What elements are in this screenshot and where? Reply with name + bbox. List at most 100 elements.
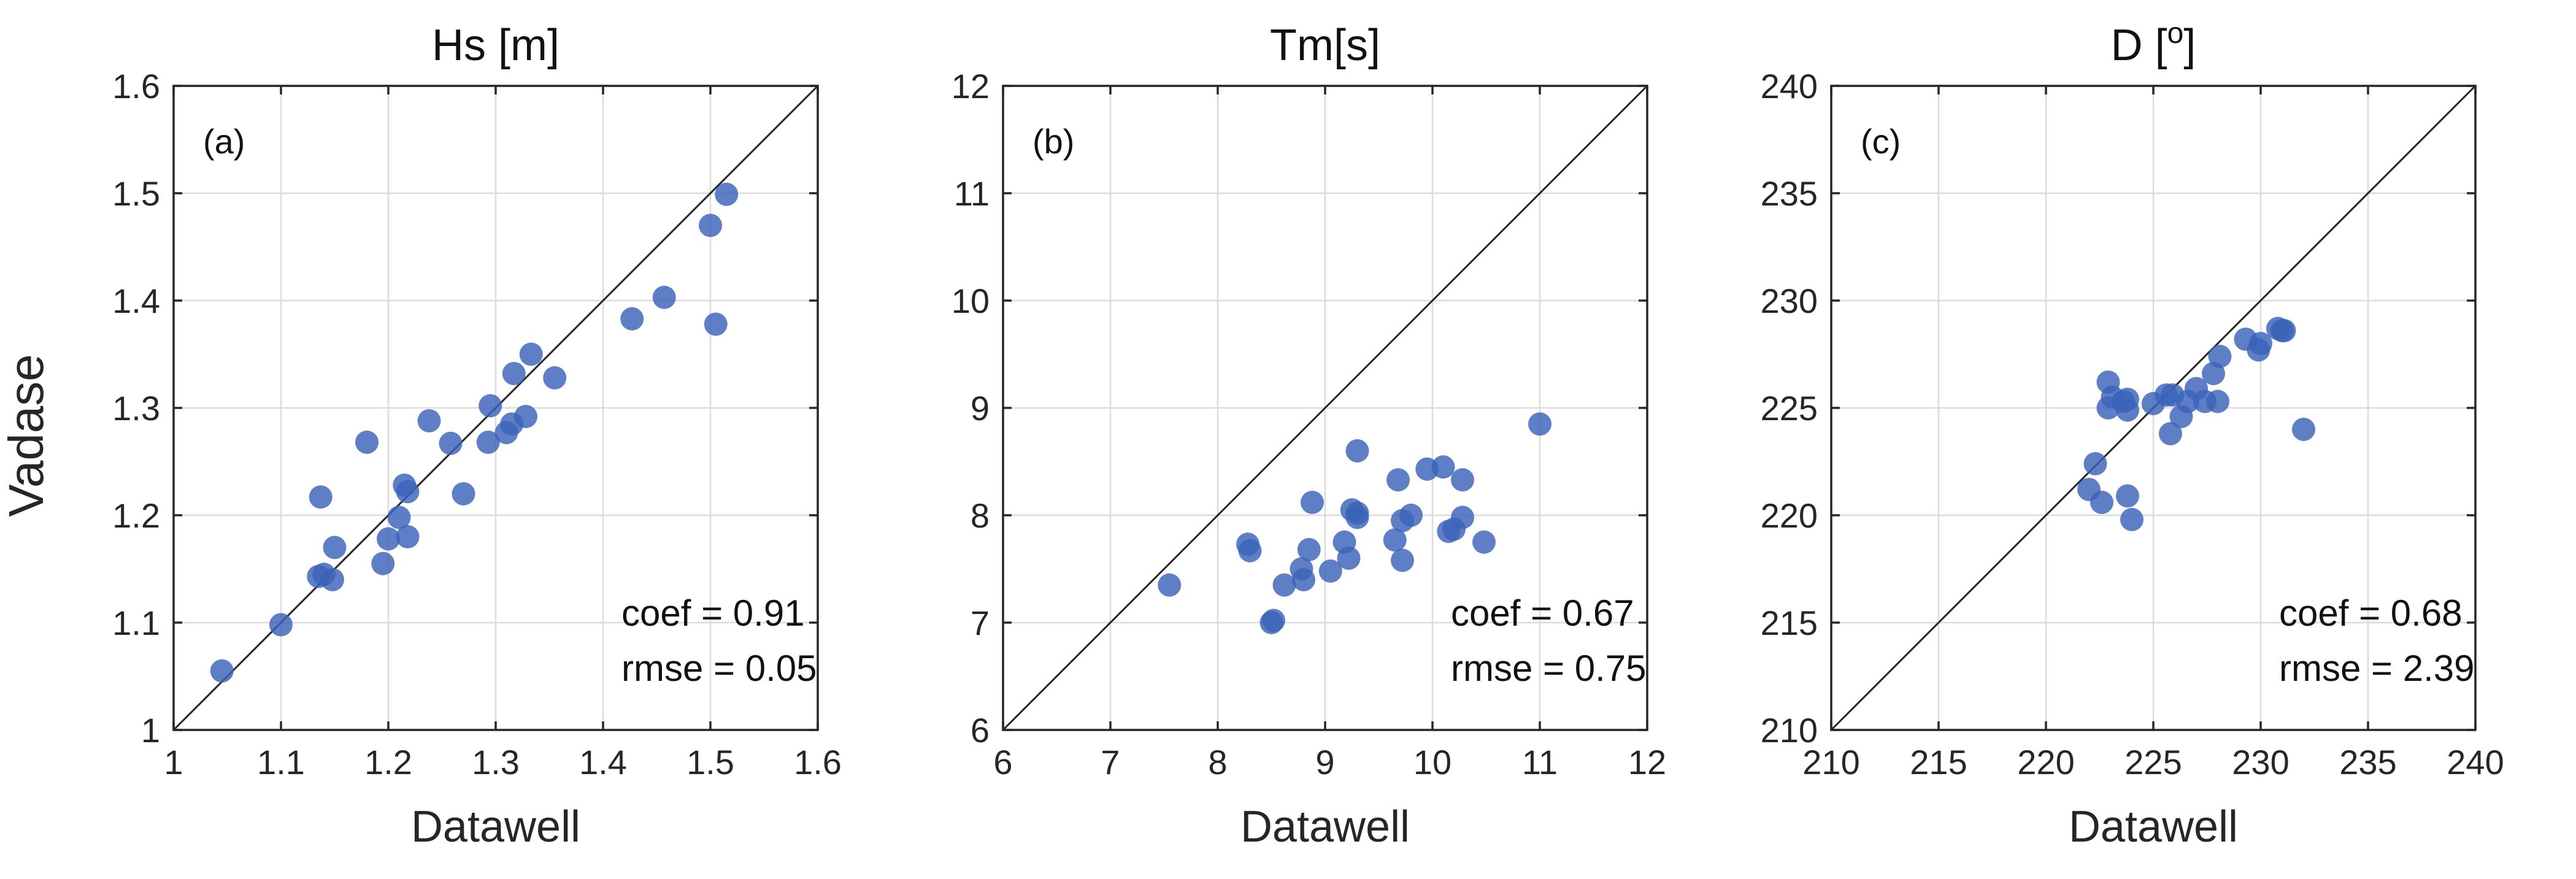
y-tick-label: 240	[1761, 67, 1818, 106]
data-point	[1345, 439, 1369, 463]
x-tick-label: 235	[2339, 743, 2396, 781]
y-tick-label: 8	[971, 496, 990, 535]
data-point	[1386, 468, 1410, 492]
panel-label: (c)	[1861, 122, 1901, 161]
data-point	[543, 366, 567, 390]
x-tick-label: 240	[2447, 743, 2504, 781]
data-point	[2116, 388, 2139, 411]
y-tick-label: 1.5	[112, 174, 160, 213]
panel-tm: 66 7 7 8 8 9 9 10 10 11 11 12 12 Tm[s] (b) coef = 0.67 r…	[952, 21, 1666, 851]
y-tick-label: 215	[1761, 604, 1818, 642]
x-tick-label: 7	[1101, 743, 1120, 781]
data-point	[1472, 530, 1496, 554]
panel-title-superscript: o	[2167, 17, 2184, 50]
data-point	[704, 312, 728, 336]
y-tick-label: 10	[952, 282, 990, 320]
x-tick-label: 210	[1802, 743, 1859, 781]
y-tick-label: 210	[1761, 711, 1818, 750]
data-point	[502, 362, 526, 385]
y-tick-label: 1.3	[112, 389, 160, 428]
x-tick-label: 225	[2124, 743, 2182, 781]
data-point	[2116, 484, 2139, 508]
y-tick-label: 235	[1761, 174, 1818, 213]
x-tick-label: 1.4	[579, 743, 627, 781]
data-point	[1292, 568, 1315, 591]
x-tick-label: 1.2	[364, 743, 412, 781]
x-tick-label: 12	[1628, 743, 1666, 781]
x-tick-label: 1.6	[794, 743, 842, 781]
data-point	[1391, 548, 1414, 572]
data-point	[479, 394, 502, 418]
y-tick-label: 230	[1761, 282, 1818, 320]
y-tick-label: 7	[971, 604, 990, 642]
x-tick-label: 215	[1910, 743, 1967, 781]
x-tick-label: 10	[1413, 743, 1451, 781]
data-point	[476, 431, 500, 454]
data-point	[1297, 538, 1321, 561]
data-point	[1238, 539, 1262, 562]
rmse-annotation: rmse = 0.75	[1451, 648, 1647, 689]
x-tick-label: 1	[164, 743, 183, 781]
x-axis-label: Datawell	[2069, 802, 2238, 851]
data-point	[309, 485, 333, 509]
x-tick-label: 1.5	[686, 743, 734, 781]
data-point	[452, 482, 475, 505]
panel-title-main: D [	[2111, 21, 2167, 70]
data-point	[1158, 573, 1182, 597]
panel-label: (a)	[203, 122, 245, 161]
data-point	[1399, 504, 1423, 527]
data-point	[2249, 332, 2272, 355]
data-point	[514, 405, 537, 428]
data-point	[387, 505, 411, 529]
coef-annotation: coef = 0.67	[1451, 593, 1634, 634]
x-tick-label: 230	[2232, 743, 2289, 781]
data-point	[396, 480, 420, 504]
y-tick-label: 1.2	[112, 496, 160, 535]
coef-annotation: coef = 0.68	[2279, 593, 2463, 634]
x-axis-label: Datawell	[1240, 802, 1410, 851]
x-tick-label: 6	[993, 743, 1012, 781]
data-point	[2272, 319, 2296, 342]
data-point	[1383, 528, 1407, 552]
y-tick-label: 220	[1761, 496, 1818, 535]
y-axis-label: Vadase	[0, 354, 53, 516]
data-point	[1262, 608, 1285, 632]
y-tick-label: 11	[954, 174, 990, 213]
y-tick-label: 225	[1761, 389, 1818, 428]
data-point	[269, 613, 293, 637]
data-point	[377, 527, 400, 551]
identity-line	[1002, 85, 1648, 731]
data-point	[1318, 559, 1342, 583]
data-point	[1345, 501, 1369, 525]
x-tick-label: 1.1	[257, 743, 305, 781]
panel-title-close: ]	[2183, 21, 2196, 70]
y-tick-label: 12	[952, 67, 990, 106]
y-tick-label: 6	[971, 711, 990, 750]
data-point	[210, 659, 234, 683]
data-point	[519, 342, 543, 366]
data-point	[1451, 505, 1474, 529]
y-tick-label: 1.1	[112, 604, 160, 642]
x-tick-label: 11	[1522, 743, 1558, 781]
data-point	[699, 213, 722, 237]
y-tick-label: 1.4	[112, 282, 160, 320]
panel-title: Hs [m]	[432, 21, 559, 70]
data-point	[1528, 412, 1551, 436]
panel-title: D [o]	[2111, 17, 2196, 70]
data-point	[2292, 418, 2315, 441]
data-point	[2206, 390, 2229, 413]
panel-hs: 11 1.1 1.1 1.2 1.2 1.3 1.3 1.4 1.4 1.5 1.5 1.6 1.6 Hs…	[112, 21, 842, 851]
data-point	[371, 551, 395, 575]
data-point	[2090, 491, 2113, 514]
coef-annotation: coef = 0.91	[621, 593, 805, 634]
y-tick-label: 1	[141, 711, 160, 750]
data-point	[417, 409, 441, 432]
panel-title: Tm[s]	[1270, 21, 1380, 70]
data-point	[2159, 422, 2182, 445]
panel-label: (b)	[1032, 122, 1074, 161]
data-point	[1431, 455, 1455, 479]
data-point	[2208, 345, 2232, 368]
data-point	[1272, 573, 1296, 597]
